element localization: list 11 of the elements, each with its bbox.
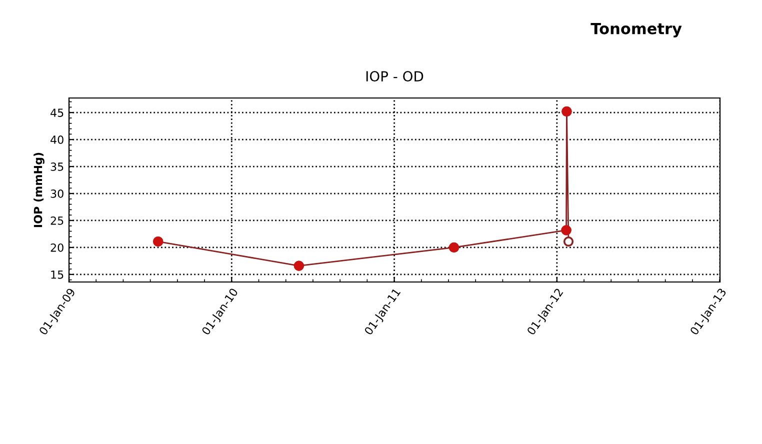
chart-title: IOP - OD [366,71,424,82]
point [563,236,574,247]
y-tick-label: 25 [50,216,64,225]
y-axis-title: IOP (mmHg) [34,152,44,228]
y-tick-label: 15 [51,270,64,279]
y-tick-label: 45 [50,108,64,117]
chart-subtitle: Tonometry [590,22,682,38]
y-tick-label: 20 [50,243,64,252]
y-tick-label: 40 [50,136,64,144]
y-tick-label: 35 [50,162,64,171]
y-tick-label: 30 [50,189,64,198]
